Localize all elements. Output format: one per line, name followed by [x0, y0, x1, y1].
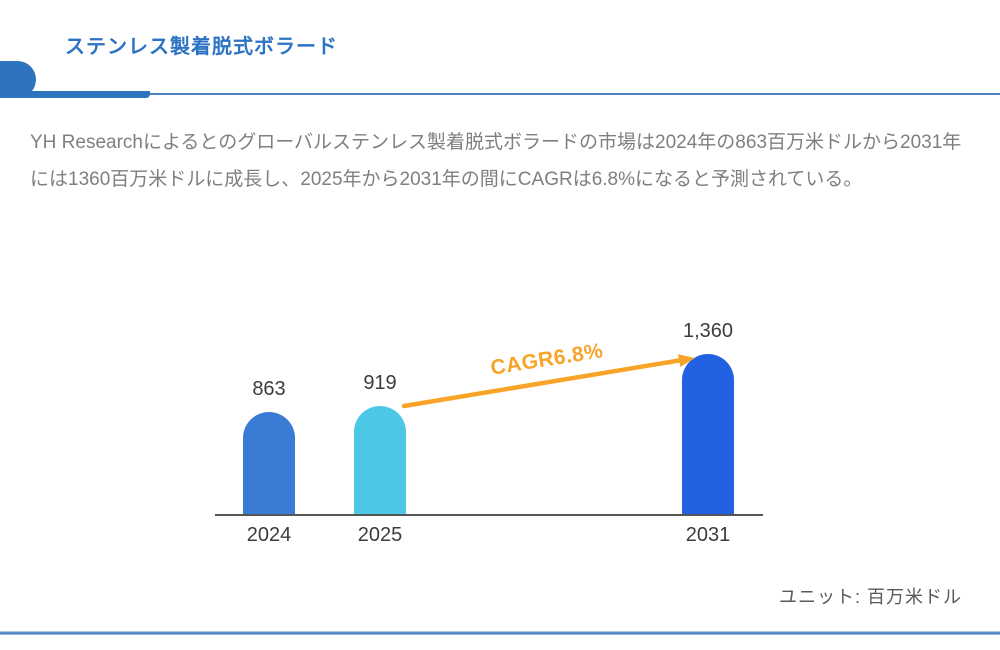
growth-arrow-icon: [401, 354, 695, 409]
header-accent-bar: [0, 91, 150, 98]
bar-group-2031: 1,360 2031: [682, 298, 734, 546]
bottom-divider-line: [0, 631, 1000, 635]
chart-bar: [354, 406, 406, 514]
market-summary-text: YH Researchによるとのグローバルステンレス製着脱式ボラードの市場は20…: [30, 132, 962, 190]
bar-group-2024: 863 2024: [243, 298, 295, 546]
bar-chart: 863 2024 919 2025 1,360 2031: [215, 298, 763, 546]
x-axis-label: 2025: [357, 524, 403, 546]
header-divider-line: [150, 93, 1000, 95]
chart-bar: [243, 412, 295, 514]
unit-label: ユニット: 百万米ドル: [778, 587, 962, 607]
x-axis-label: 2024: [246, 524, 292, 546]
x-axis-line: [215, 514, 763, 516]
x-axis-label: 2031: [685, 524, 731, 546]
page-title: ステンレス製着脱式ボラード: [65, 36, 338, 58]
chart-bar: [682, 354, 734, 514]
bar-value-label: 1,360: [682, 320, 734, 342]
bar-value-label: 863: [252, 378, 286, 400]
bar-group-2025: 919 2025: [354, 298, 406, 546]
bar-value-label: 919: [363, 372, 397, 394]
